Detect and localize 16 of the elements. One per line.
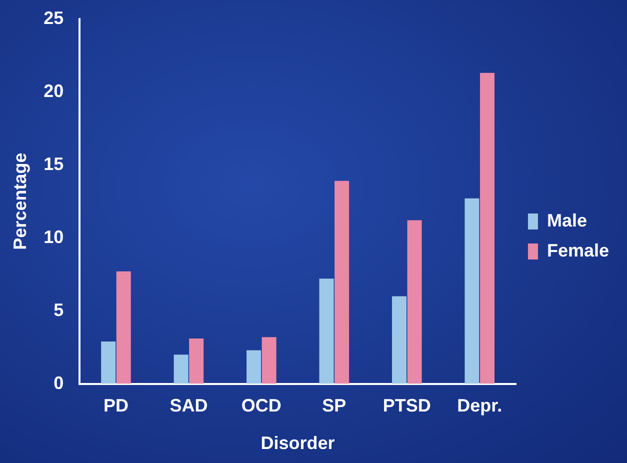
y-tick-label: 10 [44,226,64,247]
y-tick-label: 5 [54,300,64,320]
legend-label: Female [546,240,610,260]
x-tick-label: SAD [170,396,208,416]
x-tick-label: PD [103,396,128,416]
y-axis-title: Percentage [10,152,30,250]
y-tick-label: 20 [44,80,64,101]
x-tick-label: Depr. [457,396,502,416]
x-tick-label: PTSD [382,396,431,416]
x-tick-label: SP [322,396,346,416]
x-axis-title: Disorder [260,433,335,454]
y-tick-label: 25 [44,8,64,28]
legend-label: Male [546,210,587,230]
y-tick-label: 15 [44,154,64,174]
y-tick-label: 0 [54,372,64,393]
x-tick-label: OCD [241,396,282,416]
